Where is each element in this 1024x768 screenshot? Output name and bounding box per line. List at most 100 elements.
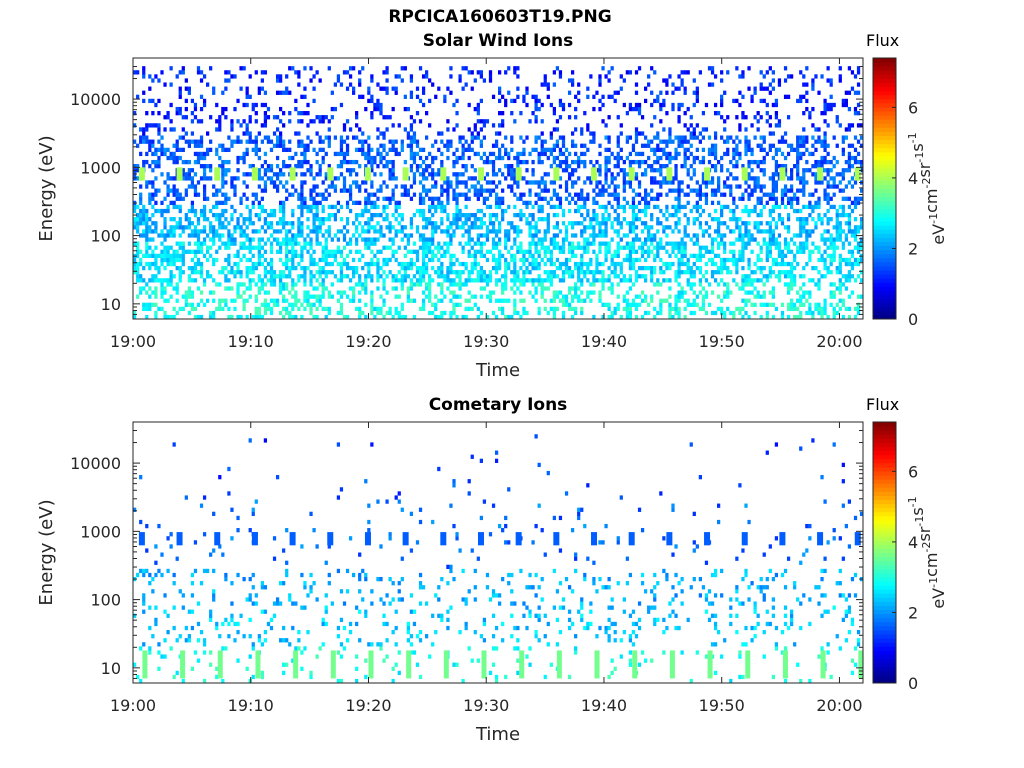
spectrogram-bin [178,221,182,226]
spectrogram-bin [713,111,718,116]
spectrogram-bin [610,94,614,99]
spectrogram-bin [476,208,480,214]
spectrogram-bin [370,98,374,104]
spectrogram-bin [373,172,377,177]
spectrogram-bin [181,261,185,267]
spectrogram-bin [157,123,161,128]
spectrogram-bin [370,180,374,185]
spectrogram-bin [628,106,633,112]
spectrogram-bin [729,290,733,295]
spectrogram-bin [656,131,660,136]
spectrogram-bin [543,196,547,201]
spectrogram-bin [449,66,453,71]
spectrogram-bin [519,208,523,214]
spectrogram-bin [692,221,696,226]
spectrogram-bin [774,184,779,189]
spectrogram-bin [400,139,404,144]
spectrogram-bin [193,102,198,108]
spectrogram-bin [166,192,170,197]
spectrogram-bin [610,151,614,157]
spectrogram-bin [257,200,261,206]
spectrogram-bin [275,127,280,132]
spectrogram-bin [610,282,614,287]
spectrogram-bin [482,176,487,181]
spectrogram-bin [437,270,441,275]
spectrogram-bin [780,200,785,206]
spectrogram-bin [202,102,207,108]
spectrogram-bin [412,274,417,279]
spectrogram-bin [218,282,222,287]
spectrogram-bin [455,221,459,226]
spectrogram-bin [720,278,724,283]
spectrogram-bin [498,180,502,185]
spectrogram-bin [662,176,666,181]
spectrogram-bin [759,70,763,75]
spectrogram-bin [717,176,721,181]
spectrogram-bin [628,253,633,259]
spectrogram-bin [452,310,456,316]
spectrogram-bin [324,274,328,279]
spectrogram-bin [580,196,584,201]
spectrogram-bin [260,86,264,91]
spectrogram-bin [279,221,283,226]
spectrogram-bin [279,204,283,210]
spectrogram-bin [607,78,611,83]
spectrogram-bin [263,221,268,226]
spectrogram-bin [741,274,745,279]
spectrogram-bin [598,82,602,87]
spectrogram-bin [774,164,779,169]
spectrogram-bin [625,200,629,206]
spectrogram-bin [148,265,152,271]
spectrogram-bin [333,233,337,238]
spectrogram-bin [336,245,341,250]
spectrogram-bin [668,225,672,230]
spectrogram-bin [379,306,383,312]
spectrogram-bin [181,172,185,177]
spectrogram-bin [272,278,277,283]
spectrogram-bin [218,127,222,132]
spectrogram-bin [793,233,797,238]
spectrogram-bin [242,192,246,197]
spectrogram-bin [488,78,493,83]
spectrogram-bin [647,229,651,234]
spectrogram-bin [726,257,730,263]
spectrogram-bin [206,176,210,181]
spectrogram-bin [455,225,459,230]
spectrogram-bin [598,168,602,173]
spectrogram-bin [397,229,401,234]
spectrogram-bin [327,204,331,210]
spectrogram-bin [428,294,432,299]
spectrogram-bin [549,102,553,108]
spectrogram-bin [625,298,629,303]
spectrogram-bin [777,261,782,267]
spectrogram-bin [269,249,274,254]
spectrogram-bin [312,221,316,226]
spectrogram-bin [376,147,380,152]
spectrogram-bin [479,143,483,148]
spectrogram-bin [777,139,782,144]
spectrogram-bin [677,310,681,316]
spectrogram-bin [498,196,502,201]
spectrogram-bin [799,221,803,226]
spectrogram-bins [133,66,864,320]
spectrogram-bin [394,249,398,254]
spectrogram-bin [412,131,417,136]
spectrogram-bin [348,278,353,283]
spectrogram-bin [245,225,249,230]
spectrogram-bin [574,265,578,271]
spectrogram-bin [412,212,417,218]
spectrogram-bin [516,180,520,185]
spectrogram-bin [202,212,207,218]
spectrogram-bin [653,115,657,120]
spectrogram-bin [491,123,496,128]
spectrogram-bin [519,257,523,263]
spectrogram-bin [142,278,146,283]
spectrogram-bin [580,221,584,226]
spectrogram-bin [747,233,751,238]
spectrogram-bin [358,257,362,263]
spectrogram-bin [379,143,383,148]
spectrogram-bin [622,176,626,181]
spectrogram-bin [406,237,410,242]
spectrogram-bin [279,290,283,295]
spectrogram-bin [561,221,566,226]
